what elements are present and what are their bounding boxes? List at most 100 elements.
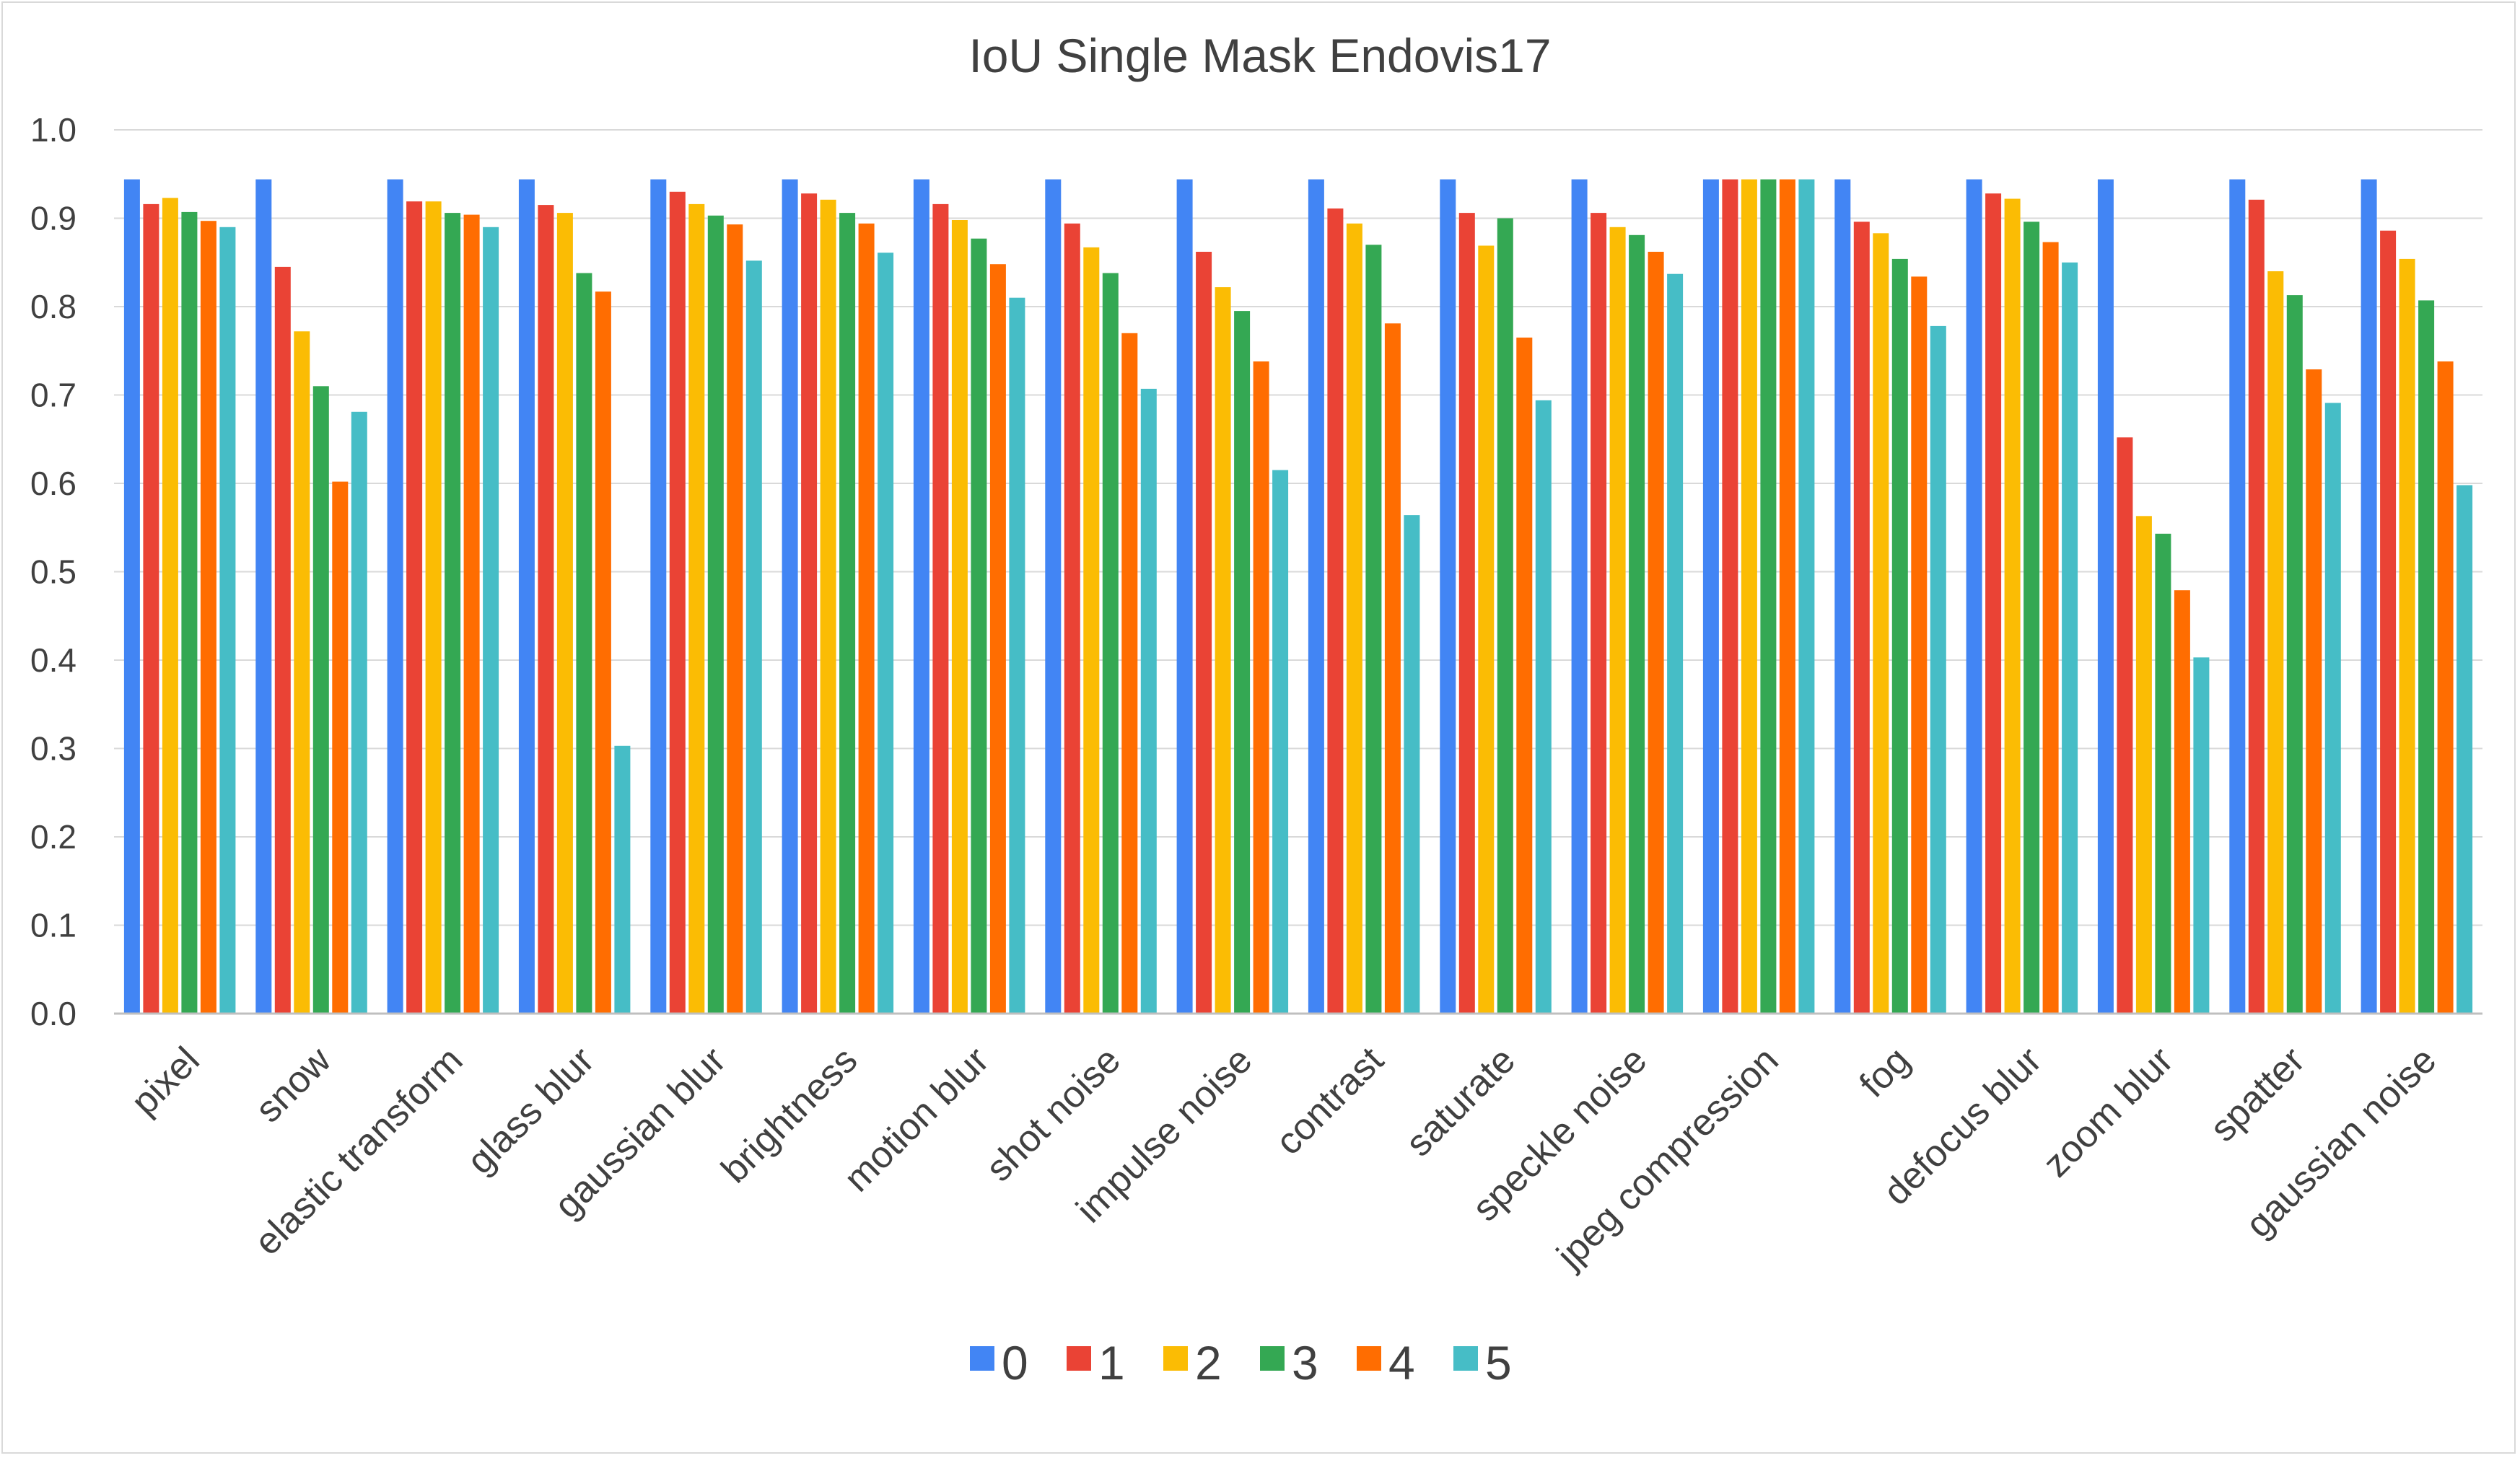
chart-title: IoU Single Mask Endovis17 xyxy=(968,29,1551,82)
x-tick-label: pixel xyxy=(123,1039,208,1123)
x-tick-label: fog xyxy=(1852,1039,1918,1105)
bar-2-12 xyxy=(1741,179,1757,1014)
bar-5-11 xyxy=(1667,273,1684,1014)
bar-3-15 xyxy=(2155,533,2171,1014)
bar-5-0 xyxy=(219,227,236,1014)
bar-2-14 xyxy=(2004,198,2021,1014)
bar-0-0 xyxy=(123,179,140,1014)
bar-2-11 xyxy=(1609,227,1626,1014)
y-tick-label: 0.8 xyxy=(30,288,76,325)
bar-5-1 xyxy=(351,411,367,1014)
y-tick-label: 0.7 xyxy=(30,377,76,414)
bar-4-0 xyxy=(200,221,216,1014)
bar-2-17 xyxy=(2399,258,2415,1014)
bar-3-3 xyxy=(576,273,592,1014)
bar-2-3 xyxy=(556,213,573,1014)
bar-4-13 xyxy=(1911,276,1928,1014)
bar-5-3 xyxy=(614,745,631,1014)
bar-5-7 xyxy=(1140,388,1157,1014)
bar-1-1 xyxy=(274,266,291,1014)
bar-3-5 xyxy=(839,213,856,1014)
bar-4-6 xyxy=(989,264,1006,1014)
legend-label-4: 4 xyxy=(1388,1336,1415,1389)
bar-5-2 xyxy=(483,227,499,1014)
bar-1-14 xyxy=(1985,193,2002,1014)
bar-0-3 xyxy=(518,179,535,1014)
bar-2-1 xyxy=(294,331,310,1014)
bar-5-16 xyxy=(2324,403,2341,1014)
bar-3-17 xyxy=(2418,300,2435,1014)
bar-5-15 xyxy=(2193,657,2210,1014)
bar-2-8 xyxy=(1215,287,1231,1014)
y-tick-label: 0.3 xyxy=(30,730,76,768)
bar-5-5 xyxy=(878,252,894,1014)
bar-1-16 xyxy=(2248,199,2265,1014)
bar-4-16 xyxy=(2306,369,2322,1014)
x-tick-label: snow xyxy=(248,1039,339,1130)
bar-1-3 xyxy=(538,205,554,1014)
legend-swatch-4 xyxy=(1357,1346,1381,1371)
bar-0-11 xyxy=(1571,179,1588,1014)
bar-1-0 xyxy=(143,203,159,1014)
bar-3-4 xyxy=(707,215,724,1014)
bar-0-9 xyxy=(1308,179,1324,1014)
bar-4-1 xyxy=(332,481,349,1014)
bar-3-16 xyxy=(2286,295,2303,1014)
y-tick-label: 0.5 xyxy=(30,553,76,591)
bar-2-16 xyxy=(2267,271,2284,1014)
bar-3-14 xyxy=(2024,221,2040,1014)
y-tick-label: 0.6 xyxy=(30,465,76,502)
bar-1-15 xyxy=(2117,437,2133,1014)
gridlines xyxy=(114,129,2482,926)
bar-5-9 xyxy=(1404,515,1420,1014)
bar-0-7 xyxy=(1045,179,1062,1014)
bar-4-7 xyxy=(1121,333,1138,1014)
bar-5-12 xyxy=(1798,179,1815,1014)
bar-0-2 xyxy=(387,179,403,1014)
legend-swatch-0 xyxy=(970,1346,994,1371)
bar-4-10 xyxy=(1516,337,1533,1014)
legend-swatch-1 xyxy=(1067,1346,1091,1371)
bar-1-13 xyxy=(1853,221,1870,1014)
bar-3-10 xyxy=(1497,218,1513,1014)
bar-2-13 xyxy=(1873,233,1889,1014)
bar-3-9 xyxy=(1365,245,1382,1014)
x-tick-label: jpeg compression xyxy=(1548,1039,1787,1278)
bar-4-3 xyxy=(595,291,611,1014)
bar-1-11 xyxy=(1591,213,1607,1014)
bar-2-0 xyxy=(162,198,178,1014)
bar-0-8 xyxy=(1176,179,1193,1014)
bar-1-2 xyxy=(406,201,423,1014)
bar-2-6 xyxy=(951,220,968,1014)
bar-3-13 xyxy=(1891,258,1908,1014)
legend-label-0: 0 xyxy=(1002,1336,1028,1389)
bar-5-17 xyxy=(2456,485,2473,1014)
bar-0-1 xyxy=(255,179,272,1014)
bar-0-10 xyxy=(1440,179,1456,1014)
legend-label-3: 3 xyxy=(1292,1336,1318,1389)
bar-4-9 xyxy=(1384,323,1401,1014)
bar-5-8 xyxy=(1272,470,1289,1014)
bar-2-7 xyxy=(1083,247,1100,1014)
bar-1-9 xyxy=(1327,208,1344,1014)
y-tick-label: 0.4 xyxy=(30,641,76,679)
bar-1-17 xyxy=(2380,230,2397,1014)
bar-4-2 xyxy=(463,214,480,1014)
bar-0-6 xyxy=(913,179,929,1014)
bar-1-7 xyxy=(1064,223,1080,1014)
bar-2-4 xyxy=(688,203,705,1014)
bar-4-17 xyxy=(2437,361,2454,1014)
bar-2-9 xyxy=(1346,223,1362,1014)
bar-4-5 xyxy=(858,223,875,1014)
bar-1-12 xyxy=(1722,179,1738,1014)
bar-0-4 xyxy=(650,179,667,1014)
bar-3-11 xyxy=(1629,234,1645,1014)
bar-2-15 xyxy=(2135,516,2152,1014)
bar-0-14 xyxy=(1966,179,1982,1014)
bar-4-12 xyxy=(1779,179,1795,1014)
y-tick-label: 1.0 xyxy=(30,111,76,149)
bar-5-13 xyxy=(1930,325,1946,1014)
bar-0-12 xyxy=(1702,179,1719,1014)
bar-3-0 xyxy=(181,211,198,1014)
